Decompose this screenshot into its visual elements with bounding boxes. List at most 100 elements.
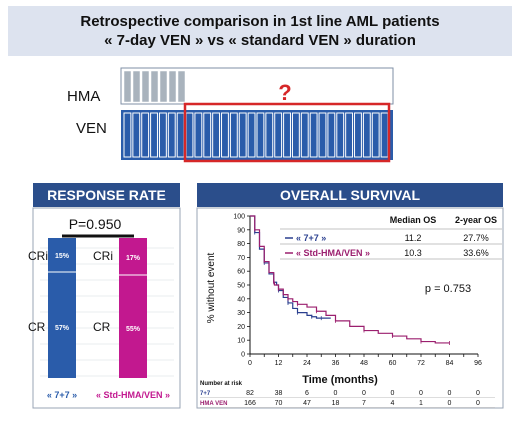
ven-day-block	[203, 112, 212, 158]
ven-blocks	[123, 112, 389, 158]
ven-day-block	[336, 112, 345, 158]
risk-cell: 82	[246, 390, 254, 397]
treatment-schema: ?	[120, 67, 394, 163]
two-year-os-std: 33.6%	[463, 248, 489, 258]
hma-day-block	[168, 70, 177, 103]
label-cri-left: CRi	[28, 249, 48, 263]
response-rate-pvalue: P=0.950	[69, 216, 122, 232]
km-y-tick-label: 90	[237, 227, 245, 234]
km-x-tick-label: 48	[360, 360, 368, 367]
title-line-1: Retrospective comparison in 1st line AML…	[80, 13, 440, 30]
bar-std-hma-ven	[119, 238, 147, 378]
ven-day-block	[327, 112, 336, 158]
ven-day-block	[167, 112, 176, 158]
bar-7plus7-cr-pct: 57%	[55, 325, 70, 332]
km-pvalue: p = 0.753	[425, 283, 471, 295]
ven-day-block	[362, 112, 371, 158]
two-year-os-7plus7: 27.7%	[463, 233, 489, 243]
ven-day-block	[300, 112, 309, 158]
ven-day-block	[221, 112, 229, 158]
bar-7plus7-cri-pct: 15%	[55, 253, 70, 260]
km-y-tick-label: 100	[233, 214, 245, 221]
ven-day-block	[291, 112, 300, 158]
legend-label-std-hma-ven: « Std-HMA/VEN »	[296, 248, 370, 258]
hma-day-block	[123, 70, 132, 103]
ven-day-block	[354, 112, 362, 158]
km-y-axis-label: % without event	[206, 252, 217, 323]
km-axes: 0 10 20 30 40 50 60 70 80 90 100 0 12 24 36 48 60 72 84 96	[233, 214, 482, 368]
risk-cell: 6	[305, 390, 309, 397]
km-x-tick-label: 36	[332, 360, 340, 367]
km-y-tick-label: 10	[237, 338, 245, 345]
ven-day-block	[345, 112, 354, 158]
label-cr-right: CR	[93, 320, 111, 334]
ven-day-block	[229, 112, 238, 158]
hma-day-block	[150, 70, 159, 103]
label-cr-left: CR	[28, 320, 46, 334]
km-y-tick-label: 70	[237, 255, 245, 262]
ven-day-block	[256, 112, 265, 158]
group-label-std-hma-ven: « Std-HMA/VEN »	[96, 390, 170, 400]
km-y-tick-label: 60	[237, 269, 245, 276]
risk-cell: 0	[448, 400, 452, 407]
km-y-tick-label: 50	[237, 283, 245, 290]
km-x-tick-label: 24	[303, 360, 311, 367]
risk-row-label: 7+7	[200, 391, 211, 397]
ven-day-block	[123, 112, 132, 158]
risk-cell: 0	[334, 390, 338, 397]
standard-ven-highlight-box	[183, 102, 391, 163]
title-line-2: « 7-day VEN » vs « standard VEN » durati…	[104, 32, 416, 49]
risk-cell: 0	[448, 390, 452, 397]
number-at-risk-table: 7+7 82 38 6 0 0 0 0 0 0 HMA VEN 166 70 47 18 7 4 1 0 0	[200, 390, 495, 408]
risk-cell: 0	[362, 390, 366, 397]
km-x-tick-label: 12	[275, 360, 283, 367]
hma-day-block	[177, 70, 186, 103]
km-x-tick-label: 96	[474, 360, 482, 367]
ven-day-block	[194, 112, 203, 158]
ven-day-block	[212, 112, 221, 158]
risk-cell: 4	[391, 400, 395, 407]
km-x-tick-label: 84	[446, 360, 454, 367]
label-cri-right: CRi	[93, 249, 113, 263]
ven-day-block	[309, 112, 318, 158]
ven-day-block	[132, 112, 141, 158]
risk-cell: 0	[419, 390, 423, 397]
ven-day-block	[274, 112, 283, 158]
question-mark: ?	[278, 80, 291, 105]
ven-day-block	[150, 112, 158, 158]
median-os-std: 10.3	[404, 248, 422, 258]
response-rate-header: RESPONSE RATE	[33, 183, 180, 207]
km-y-tick-label: 30	[237, 310, 245, 317]
risk-cell: 70	[275, 400, 283, 407]
hma-blocks	[123, 70, 186, 103]
risk-row-label: HMA VEN	[200, 401, 227, 407]
risk-cell: 18	[332, 400, 340, 407]
median-os-7plus7: 11.2	[405, 233, 422, 243]
ven-day-block	[318, 112, 327, 158]
km-x-tick-label: 60	[389, 360, 397, 367]
risk-cell: 0	[476, 400, 480, 407]
bar-7plus7	[48, 238, 76, 378]
risk-cell: 166	[244, 400, 256, 407]
km-x-tick-label: 72	[417, 360, 425, 367]
title-banner: Retrospective comparison in 1st line AML…	[8, 6, 512, 56]
table-head-2yr-os: 2-year OS	[455, 215, 497, 225]
risk-cell: 7	[362, 400, 366, 407]
ven-day-block	[141, 112, 150, 158]
hma-row-label: HMA	[67, 88, 101, 105]
hma-day-block	[141, 70, 150, 103]
number-at-risk-title: Number at risk	[200, 381, 243, 387]
risk-cell: 47	[303, 400, 311, 407]
risk-cell: 38	[275, 390, 283, 397]
group-label-7plus7: « 7+7 »	[47, 390, 77, 400]
km-x-axis-label: Time (months)	[302, 374, 378, 386]
km-y-tick-label: 40	[237, 296, 245, 303]
km-x-tick-label: 0	[248, 360, 252, 367]
km-y-tick-label: 20	[237, 324, 245, 331]
bar-std-cri-pct: 17%	[126, 255, 141, 262]
ven-day-block	[283, 112, 291, 158]
ven-day-block	[158, 112, 167, 158]
hma-day-block	[159, 70, 168, 103]
